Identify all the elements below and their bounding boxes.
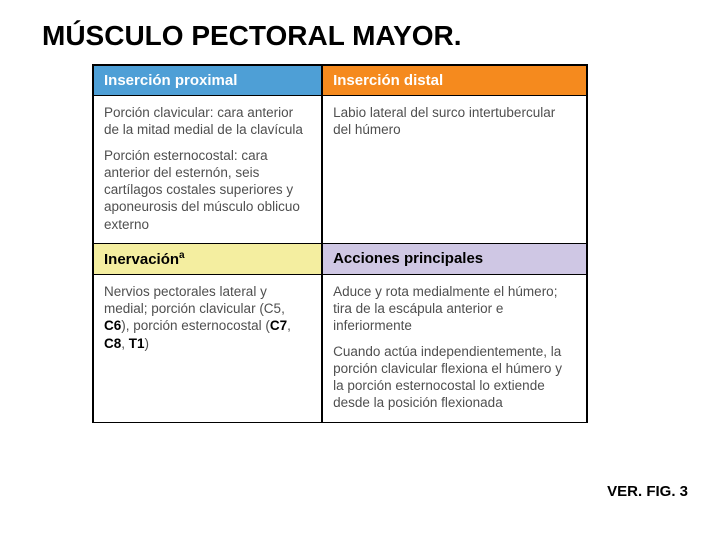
- table-header-row-2: Inervacióna Acciones principales: [93, 243, 587, 275]
- text: ): [145, 336, 150, 351]
- table-body-row-2: Nervios pectorales lateral y medial; por…: [93, 275, 587, 422]
- nerve-root: C7: [270, 318, 287, 333]
- figure-reference: VER. FIG. 3: [607, 483, 688, 500]
- header-label: Inervación: [104, 251, 179, 268]
- header-insercion-proximal: Inserción proximal: [93, 65, 322, 96]
- cell-inervacion: Nervios pectorales lateral y medial; por…: [93, 275, 322, 422]
- paragraph: Labio lateral del surco intertubercular …: [333, 104, 576, 139]
- header-insercion-distal: Inserción distal: [322, 65, 587, 96]
- nerve-root: T1: [129, 336, 145, 351]
- text: ,: [287, 318, 291, 333]
- nerve-root: C8: [104, 336, 121, 351]
- table-body-row-1: Porción clavicular: cara anterior de la …: [93, 96, 587, 243]
- cell-insercion-proximal: Porción clavicular: cara anterior de la …: [93, 96, 322, 243]
- cell-insercion-distal: Labio lateral del surco intertubercular …: [322, 96, 587, 243]
- page-title: MÚSCULO PECTORAL MAYOR.: [0, 0, 720, 64]
- paragraph: Porción clavicular: cara anterior de la …: [104, 104, 311, 139]
- header-acciones-principales: Acciones principales: [322, 243, 587, 275]
- paragraph: Cuando actúa independientemente, la porc…: [333, 343, 576, 412]
- text: ), porción esternocostal (: [121, 318, 270, 333]
- paragraph: Porción esternocostal: cara anterior del…: [104, 147, 311, 233]
- footnote-marker: a: [179, 250, 185, 261]
- text: ,: [121, 336, 129, 351]
- paragraph: Nervios pectorales lateral y medial; por…: [104, 283, 311, 352]
- muscle-table: Inserción proximal Inserción distal Porc…: [92, 64, 588, 423]
- header-inervacion: Inervacióna: [93, 243, 322, 275]
- paragraph: Aduce y rota medialmente el húmero; tira…: [333, 283, 576, 335]
- nerve-root: C6: [104, 318, 121, 333]
- text: Nervios pectorales lateral y medial; por…: [104, 284, 285, 316]
- table-header-row-1: Inserción proximal Inserción distal: [93, 65, 587, 96]
- cell-acciones-principales: Aduce y rota medialmente el húmero; tira…: [322, 275, 587, 422]
